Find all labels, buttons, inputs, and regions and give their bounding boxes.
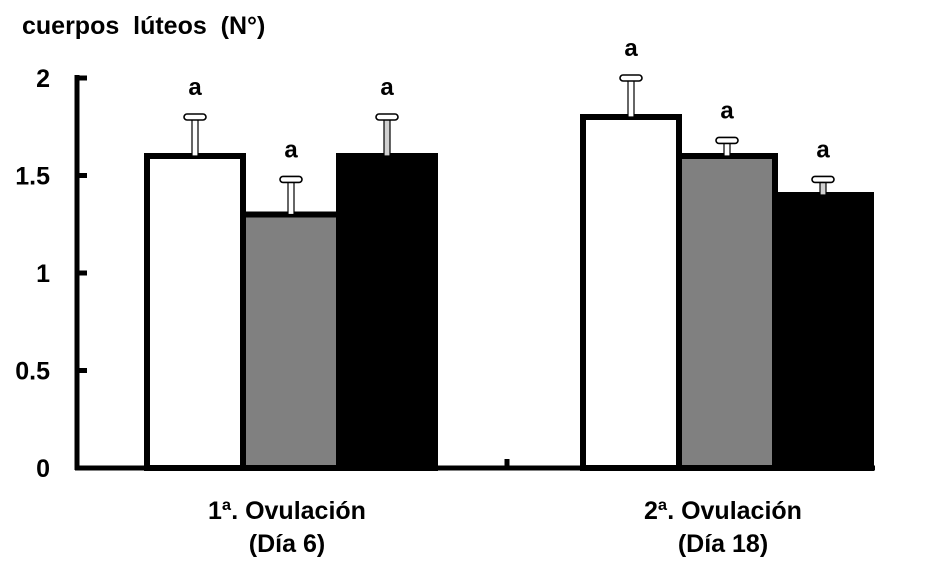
error-bar-cap	[279, 175, 303, 184]
significance-label: a	[380, 74, 394, 101]
significance-label: a	[816, 136, 830, 163]
category-label-2: 2ª. Ovulación (Día 18)	[593, 495, 853, 561]
y-tick-label: 2	[36, 65, 50, 93]
category-label-line1: 2ª. Ovulación	[644, 497, 802, 525]
category-label-line2: (Día 6)	[248, 530, 326, 558]
error-bar-cap	[715, 136, 739, 145]
axes-layer	[74, 75, 875, 471]
error-bar-cap	[811, 175, 835, 184]
bar	[772, 192, 874, 471]
category-label-1: 1ª. Ovulación (Día 6)	[157, 495, 417, 561]
error-bar	[287, 178, 295, 216]
y-tick-label: 0	[36, 455, 50, 483]
bar	[144, 153, 246, 471]
error-bar-cap	[183, 113, 207, 121]
labels-layer: a a a a a a 0 0.5 1 1.5 2	[15, 35, 830, 483]
y-tick-label: 1.5	[15, 163, 50, 191]
bars-layer	[144, 74, 874, 471]
y-tick-label: 1	[36, 260, 50, 288]
significance-label: a	[720, 97, 734, 124]
significance-label: a	[624, 35, 638, 62]
y-tick-label: 0.5	[15, 358, 50, 386]
error-bar	[191, 116, 199, 157]
bar	[580, 114, 682, 471]
error-bar	[627, 77, 635, 118]
category-label-line2: (Día 18)	[677, 530, 769, 558]
y-axis-title: cuerpos lúteos (N°)	[22, 12, 266, 40]
error-bar-cap	[375, 113, 399, 121]
significance-label: a	[188, 74, 202, 101]
error-bar	[383, 116, 391, 157]
category-label-line1: 1ª. Ovulación	[208, 497, 366, 525]
error-bar-cap	[619, 74, 643, 82]
significance-label: a	[284, 136, 298, 163]
bar	[676, 153, 778, 471]
bar	[240, 211, 342, 471]
bar	[336, 153, 438, 471]
